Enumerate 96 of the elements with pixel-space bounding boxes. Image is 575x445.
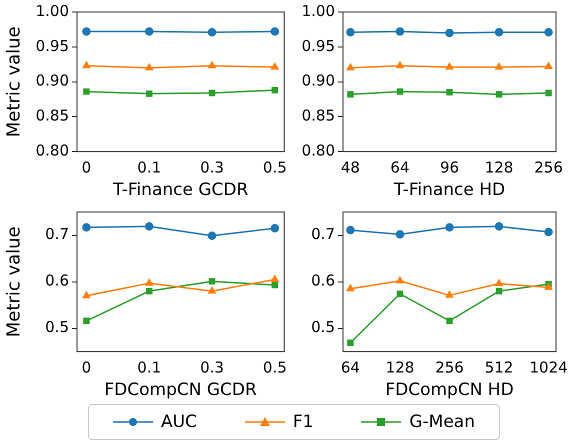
point <box>83 318 90 324</box>
y-tick-label: 0.90 <box>302 72 335 90</box>
y-tick-label: 1.00 <box>36 2 69 20</box>
y-tick-label: 0.80 <box>36 141 69 160</box>
point <box>544 28 553 36</box>
point <box>496 91 502 98</box>
x-tick-label: 96 <box>440 158 460 176</box>
point <box>82 27 91 36</box>
point <box>82 223 91 232</box>
point <box>82 292 90 298</box>
point <box>446 318 453 324</box>
point <box>494 28 504 36</box>
point <box>83 88 90 95</box>
x-tick-label: 0.1 <box>137 158 162 176</box>
y-tick-label: 0.5 <box>311 318 335 336</box>
y-axis-title: Metric value <box>3 26 24 138</box>
point <box>544 228 553 236</box>
x-tick-label: 128 <box>386 358 414 376</box>
y-tick-label: 0.7 <box>45 225 69 244</box>
point <box>445 28 454 38</box>
y-tick-label: 0.7 <box>311 225 335 244</box>
x-tick-label: 256 <box>534 158 563 176</box>
point <box>144 222 154 231</box>
y-tick-label: 1.00 <box>302 2 335 20</box>
x-tick-label: 0.3 <box>200 158 224 176</box>
y-tick-label: 0.5 <box>45 318 69 336</box>
point <box>146 288 152 294</box>
point <box>272 86 278 94</box>
x-tick-label: 512 <box>484 358 514 376</box>
point <box>496 288 502 294</box>
point <box>495 279 503 286</box>
point <box>446 291 454 298</box>
point <box>208 28 216 36</box>
point <box>396 276 404 284</box>
point <box>396 290 404 298</box>
point <box>270 27 280 36</box>
point <box>544 62 552 69</box>
point <box>346 284 354 292</box>
x-axis-title: T-Finance HD <box>392 180 506 200</box>
point <box>208 278 216 285</box>
point <box>208 61 216 68</box>
legend-label: AUC <box>160 412 197 432</box>
point <box>208 286 216 294</box>
legend-label: G-Mean <box>409 412 475 432</box>
y-tick-label: 0.90 <box>36 72 69 90</box>
point <box>346 28 355 36</box>
point <box>145 64 153 70</box>
x-tick-label: 0.5 <box>262 158 287 176</box>
point <box>396 27 404 36</box>
point <box>208 90 216 96</box>
point <box>396 61 404 68</box>
point <box>346 64 354 70</box>
point <box>271 62 279 70</box>
y-tick-label: 0.80 <box>302 141 335 160</box>
y-tick-label: 0.85 <box>36 106 69 125</box>
point <box>396 88 404 95</box>
point <box>494 222 504 231</box>
point <box>346 226 355 234</box>
point <box>347 340 354 346</box>
y-tick-label: 0.95 <box>302 36 335 55</box>
point <box>146 90 152 97</box>
point <box>144 27 154 36</box>
x-tick-label: 1024 <box>529 358 568 376</box>
point <box>82 61 90 68</box>
x-tick-label: 64 <box>340 358 360 376</box>
y-tick-label: 0.95 <box>36 36 69 55</box>
x-tick-label: 0.5 <box>262 358 287 376</box>
x-tick-label: 0.3 <box>200 358 224 376</box>
point <box>544 283 552 290</box>
point <box>495 62 503 70</box>
point <box>271 275 279 282</box>
x-axis-title: FDCompCN HD <box>385 380 514 400</box>
x-axis-title: FDCompCN GCDR <box>104 380 258 400</box>
point <box>396 230 404 239</box>
point <box>347 91 354 98</box>
legend-label: F1 <box>292 412 314 432</box>
x-axis-title: T-Finance GCDR <box>112 180 248 200</box>
point <box>208 231 216 240</box>
x-tick-label: 64 <box>390 158 410 176</box>
y-tick-label: 0.85 <box>302 106 335 125</box>
x-tick-label: 0 <box>82 158 92 176</box>
x-tick-label: 256 <box>435 358 464 376</box>
x-tick-label: 0 <box>82 358 92 376</box>
y-axis-title: Metric value <box>3 226 24 338</box>
point <box>446 62 454 70</box>
x-tick-label: 128 <box>484 158 514 176</box>
y-tick-label: 0.6 <box>311 272 335 290</box>
point <box>545 90 552 96</box>
y-tick-label: 0.6 <box>45 272 69 290</box>
point <box>272 282 278 288</box>
point <box>446 89 453 96</box>
point <box>145 278 153 286</box>
x-tick-label: 48 <box>340 158 360 176</box>
point <box>270 224 280 233</box>
x-tick-label: 0.1 <box>137 358 162 376</box>
point <box>445 223 454 232</box>
